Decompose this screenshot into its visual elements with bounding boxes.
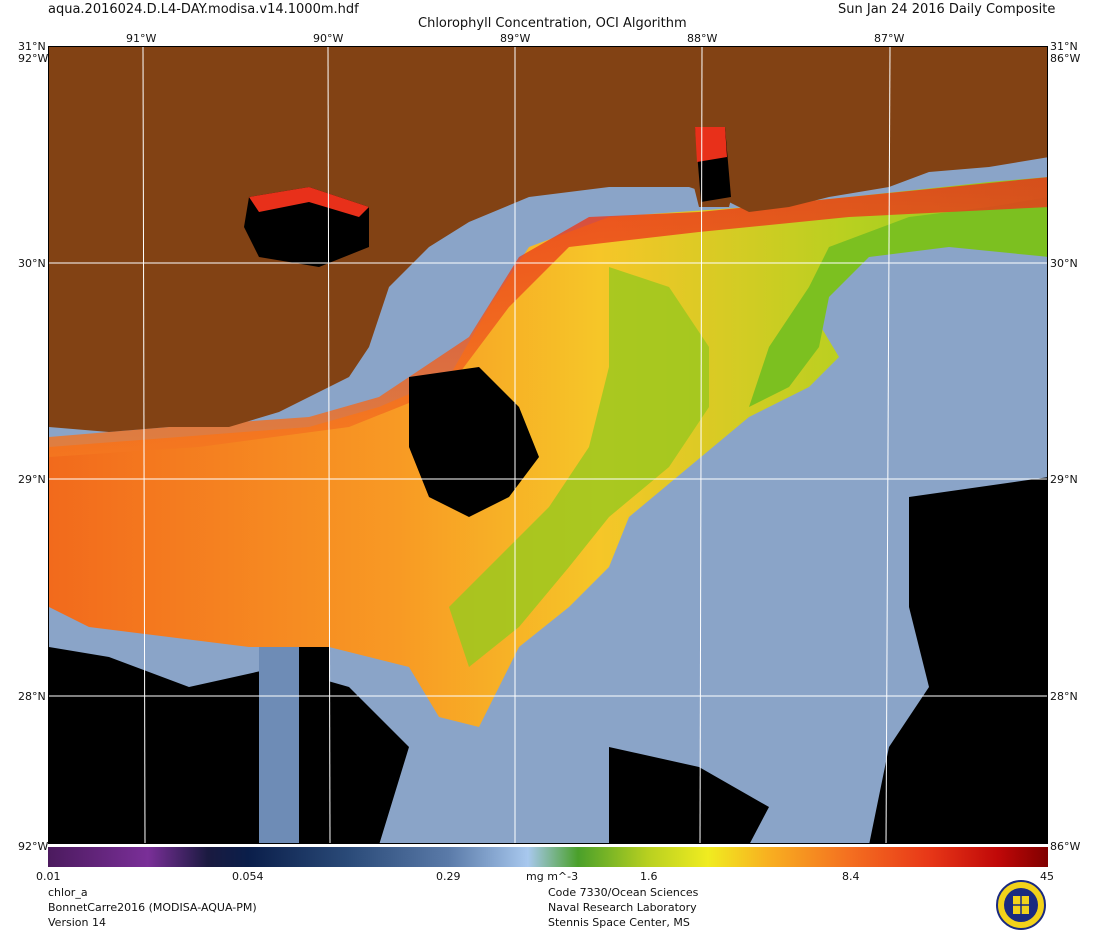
lake-edge-chl bbox=[249, 187, 369, 217]
no-data-region-s bbox=[609, 747, 769, 843]
meridian-88w bbox=[699, 47, 703, 843]
green-shelf-edge bbox=[749, 197, 1047, 407]
chlorophyll-map[interactable] bbox=[48, 46, 1048, 844]
colorbar-tick-0: 0.01 bbox=[36, 870, 61, 883]
colorbar-tick-4: 1.6 bbox=[640, 870, 658, 883]
footer-org-code: Code 7330/Ocean Sciences bbox=[548, 886, 699, 899]
filename-label: aqua.2016024.D.L4-DAY.modisa.v14.1000m.h… bbox=[48, 2, 359, 17]
date-label: Sun Jan 24 2016 Daily Composite bbox=[838, 2, 1056, 17]
nrl-seal-logo bbox=[996, 880, 1046, 930]
footer-variable: chlor_a bbox=[48, 886, 88, 899]
land-area bbox=[49, 47, 1047, 432]
meridian-91w bbox=[142, 47, 146, 843]
lon-edge-label-left-bottom: 92°W bbox=[18, 840, 49, 853]
lat-label-28n-right: 28°N bbox=[1050, 690, 1078, 703]
colorbar-tick-2: 0.29 bbox=[436, 870, 461, 883]
meridian-87w bbox=[885, 47, 891, 843]
colorbar-gradient bbox=[48, 847, 1048, 867]
lat-label-30n-right: 30°N bbox=[1050, 257, 1078, 270]
colorbar-tick-6: 45 bbox=[1040, 870, 1054, 883]
map-title: Chlorophyll Concentration, OCI Algorithm bbox=[418, 16, 687, 31]
footer-dataset: BonnetCarre2016 (MODISA-AQUA-PM) bbox=[48, 901, 257, 914]
lon-label-90w: 90°W bbox=[313, 32, 344, 45]
green-front bbox=[449, 267, 709, 667]
footer-version: Version 14 bbox=[48, 916, 106, 929]
footer-org-location: Stennis Space Center, MS bbox=[548, 916, 690, 929]
coastal-high-chl bbox=[49, 177, 1047, 457]
lon-label-88w: 88°W bbox=[687, 32, 718, 45]
mobile-bay-chl bbox=[695, 127, 727, 162]
swath-band bbox=[259, 647, 299, 843]
lon-label-89w: 89°W bbox=[500, 32, 531, 45]
colorbar-tick-5: 8.4 bbox=[842, 870, 860, 883]
swath-band-dark bbox=[299, 647, 329, 843]
lon-edge-label-right: 86°W bbox=[1050, 52, 1081, 65]
lat-label-31n-left: 31°N bbox=[18, 40, 46, 53]
lat-label-30n-left: 30°N bbox=[18, 257, 46, 270]
footer-org-name: Naval Research Laboratory bbox=[548, 901, 697, 914]
meridian-90w bbox=[327, 47, 331, 843]
lat-label-29n-right: 29°N bbox=[1050, 473, 1078, 486]
graticule bbox=[49, 47, 1047, 843]
colorbar-units: mg m^-3 bbox=[526, 870, 579, 883]
lat-label-29n-left: 29°N bbox=[18, 473, 46, 486]
lon-edge-label-right-bottom: 86°W bbox=[1050, 840, 1081, 853]
colorbar-tick-1: 0.054 bbox=[232, 870, 264, 883]
no-data-region-se bbox=[869, 477, 1047, 843]
colorbar bbox=[48, 847, 1048, 867]
lon-label-91w: 91°W bbox=[126, 32, 157, 45]
lat-label-28n-left: 28°N bbox=[18, 690, 46, 703]
lon-label-87w: 87°W bbox=[874, 32, 905, 45]
lat-label-31n-right: 31°N bbox=[1050, 40, 1078, 53]
lon-edge-label-left: 92°W bbox=[18, 52, 49, 65]
